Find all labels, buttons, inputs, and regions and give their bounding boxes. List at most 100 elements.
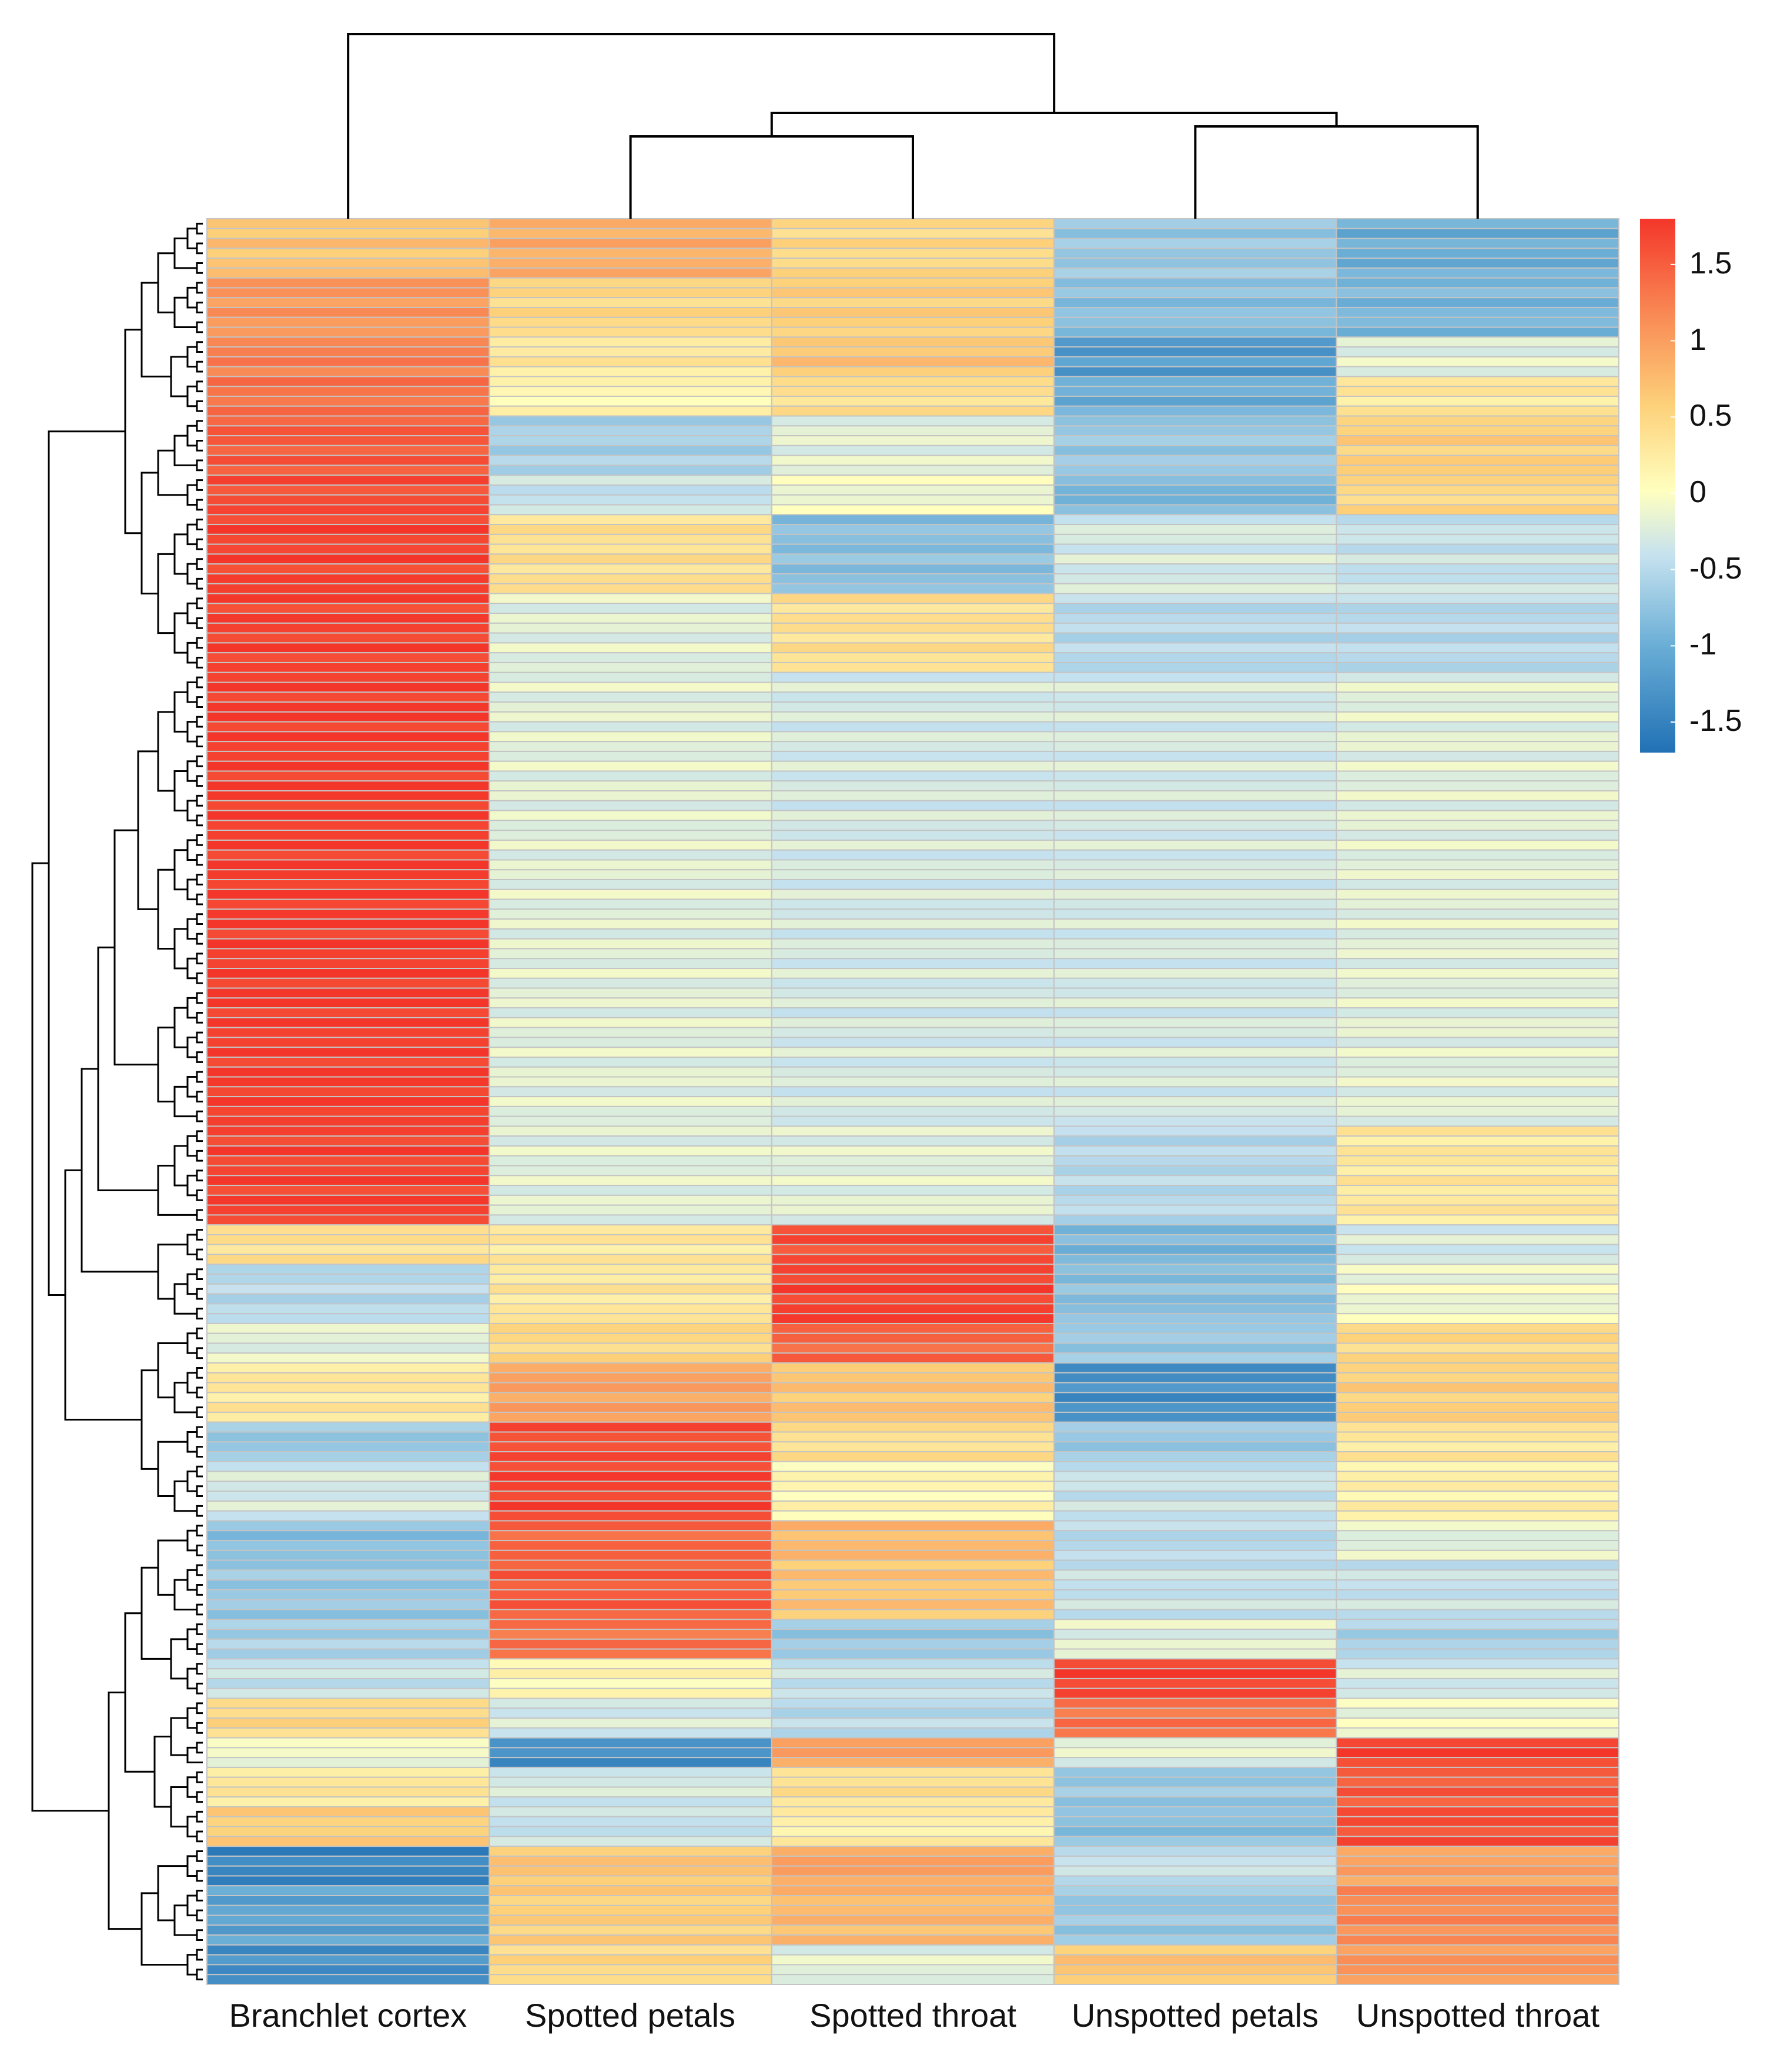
heatmap-cell <box>1053 1303 1337 1315</box>
heatmap-cell <box>488 1766 772 1778</box>
heatmap-cell <box>206 711 490 723</box>
heatmap-cell <box>1053 1717 1337 1729</box>
heatmap-cell <box>771 1254 1055 1265</box>
heatmap-cell <box>206 790 490 801</box>
heatmap-cell <box>771 228 1055 239</box>
dendrogram-branch <box>186 228 197 249</box>
heatmap-cell <box>771 1411 1055 1423</box>
heatmap-cell <box>206 1677 490 1689</box>
heatmap-cell <box>206 1530 490 1542</box>
heatmap-cell <box>206 968 490 979</box>
heatmap-cell <box>206 306 490 318</box>
heatmap-cell <box>771 1599 1055 1610</box>
heatmap-cell <box>488 1530 772 1542</box>
heatmap-cell <box>206 958 490 970</box>
dendrogram-branch <box>196 1288 203 1300</box>
heatmap-cell <box>206 1066 490 1078</box>
dendrogram-branch <box>186 1816 197 1837</box>
heatmap-cell <box>488 366 772 377</box>
heatmap-cell <box>206 1165 490 1177</box>
heatmap-cell <box>206 898 490 910</box>
heatmap-cell <box>206 1392 490 1403</box>
column-label-unspotted-petals: Unspotted petals <box>1071 1997 1319 2034</box>
heatmap-cell <box>771 524 1055 535</box>
colorbar-ticks <box>1671 263 1675 723</box>
heatmap-cell <box>1336 830 1620 841</box>
heatmap-cell <box>771 1066 1055 1078</box>
heatmap-cell <box>771 1431 1055 1443</box>
heatmap-cell <box>488 1865 772 1877</box>
heatmap-cell <box>1053 1096 1337 1107</box>
heatmap-cell <box>1336 1007 1620 1018</box>
heatmap-cell <box>1336 958 1620 970</box>
heatmap-cell <box>488 1836 772 1847</box>
column-label-unspotted-throat: Unspotted throat <box>1356 1997 1600 2034</box>
heatmap-cell <box>771 770 1055 782</box>
heatmap-cell <box>206 1471 490 1482</box>
heatmap-cell <box>1053 1914 1337 1926</box>
heatmap-cell <box>488 1264 772 1275</box>
heatmap-cell <box>1336 701 1620 713</box>
heatmap-cell <box>206 1096 490 1107</box>
heatmap-cell <box>1053 1846 1337 1857</box>
heatmap-cell <box>206 1974 490 1985</box>
heatmap-cell <box>1053 1490 1337 1502</box>
heatmap-cell <box>1053 1924 1337 1936</box>
heatmap-cell <box>206 1105 490 1117</box>
heatmap-cell <box>488 1421 772 1433</box>
heatmap-cell <box>1053 376 1337 387</box>
heatmap-cell <box>1336 366 1620 377</box>
heatmap-cell <box>206 573 490 584</box>
heatmap-cell <box>1053 1619 1337 1630</box>
dendrogram-branch <box>196 1663 203 1675</box>
dendrogram-branch <box>196 933 203 945</box>
heatmap-cell <box>771 1086 1055 1098</box>
heatmap-cell <box>488 622 772 634</box>
heatmap-cell <box>1053 1175 1337 1187</box>
heatmap-cell <box>206 780 490 792</box>
heatmap-cell <box>1053 228 1337 239</box>
heatmap-cell <box>206 1549 490 1561</box>
heatmap-cell <box>1336 474 1620 486</box>
heatmap-cell <box>488 1086 772 1098</box>
heatmap-cell <box>1053 1737 1337 1749</box>
heatmap-cell <box>206 1047 490 1058</box>
heatmap-cell <box>1053 524 1337 535</box>
heatmap-cell <box>771 1175 1055 1187</box>
heatmap-cell <box>1053 691 1337 703</box>
heatmap-cell <box>771 1885 1055 1897</box>
heatmap-cell <box>206 1559 490 1571</box>
heatmap-cell <box>771 908 1055 920</box>
heatmap-cell <box>771 997 1055 1009</box>
heatmap-cell <box>488 1717 772 1729</box>
heatmap-cell <box>771 958 1055 970</box>
heatmap-cell <box>488 968 772 979</box>
heatmap-cell <box>1336 445 1620 456</box>
heatmap-cell <box>1336 1757 1620 1768</box>
heatmap-cell <box>771 1559 1055 1571</box>
heatmap-cell <box>206 1490 490 1502</box>
heatmap-cell <box>1336 1234 1620 1245</box>
dendrogram-branch <box>196 1909 203 1921</box>
heatmap-cell <box>206 691 490 703</box>
dendrogram-branch <box>140 1369 158 1470</box>
heatmap-cell <box>1336 1372 1620 1383</box>
heatmap-cell <box>1336 1421 1620 1433</box>
heatmap-cell <box>1053 652 1337 663</box>
heatmap-cell <box>206 395 490 407</box>
heatmap-cell <box>1336 1510 1620 1522</box>
dendrogram-branch <box>196 1229 203 1241</box>
dendrogram-branch <box>186 1569 197 1591</box>
heatmap-cell <box>1053 968 1337 979</box>
heatmap-cell <box>771 741 1055 752</box>
heatmap-cell <box>488 849 772 861</box>
heatmap-cell <box>1053 514 1337 526</box>
heatmap-cell <box>488 258 772 269</box>
heatmap-cell <box>1336 1382 1620 1393</box>
heatmap-cell <box>1336 1904 1620 1916</box>
dendrogram-branch <box>186 1667 197 1690</box>
heatmap-cell <box>1053 830 1337 841</box>
heatmap-cell <box>771 1510 1055 1522</box>
heatmap-cell <box>488 888 772 900</box>
